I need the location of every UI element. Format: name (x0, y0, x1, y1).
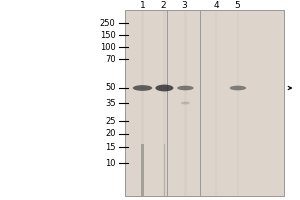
Text: 250: 250 (100, 19, 116, 27)
Bar (184, 10, 187, 196)
Text: 25: 25 (105, 116, 116, 126)
Text: 150: 150 (100, 30, 116, 40)
Text: 3: 3 (182, 0, 188, 9)
Bar (141, 10, 144, 196)
Ellipse shape (155, 85, 173, 91)
Ellipse shape (133, 85, 152, 91)
Text: 50: 50 (105, 83, 116, 92)
Text: 1: 1 (140, 0, 146, 9)
Bar (163, 10, 166, 196)
Text: 2: 2 (161, 0, 166, 9)
Text: 100: 100 (100, 43, 116, 51)
Text: 35: 35 (105, 98, 116, 108)
Ellipse shape (181, 102, 190, 104)
Text: 20: 20 (105, 130, 116, 139)
Bar (215, 10, 217, 196)
Text: 70: 70 (105, 54, 116, 64)
Text: 4: 4 (213, 0, 219, 9)
Text: 5: 5 (234, 0, 240, 9)
Text: 15: 15 (105, 142, 116, 152)
Bar (124, 10, 284, 196)
Text: 10: 10 (105, 158, 116, 167)
Bar (164, 144, 165, 196)
Bar (237, 10, 239, 196)
Ellipse shape (230, 86, 246, 90)
Bar (142, 144, 143, 196)
Ellipse shape (177, 86, 194, 90)
